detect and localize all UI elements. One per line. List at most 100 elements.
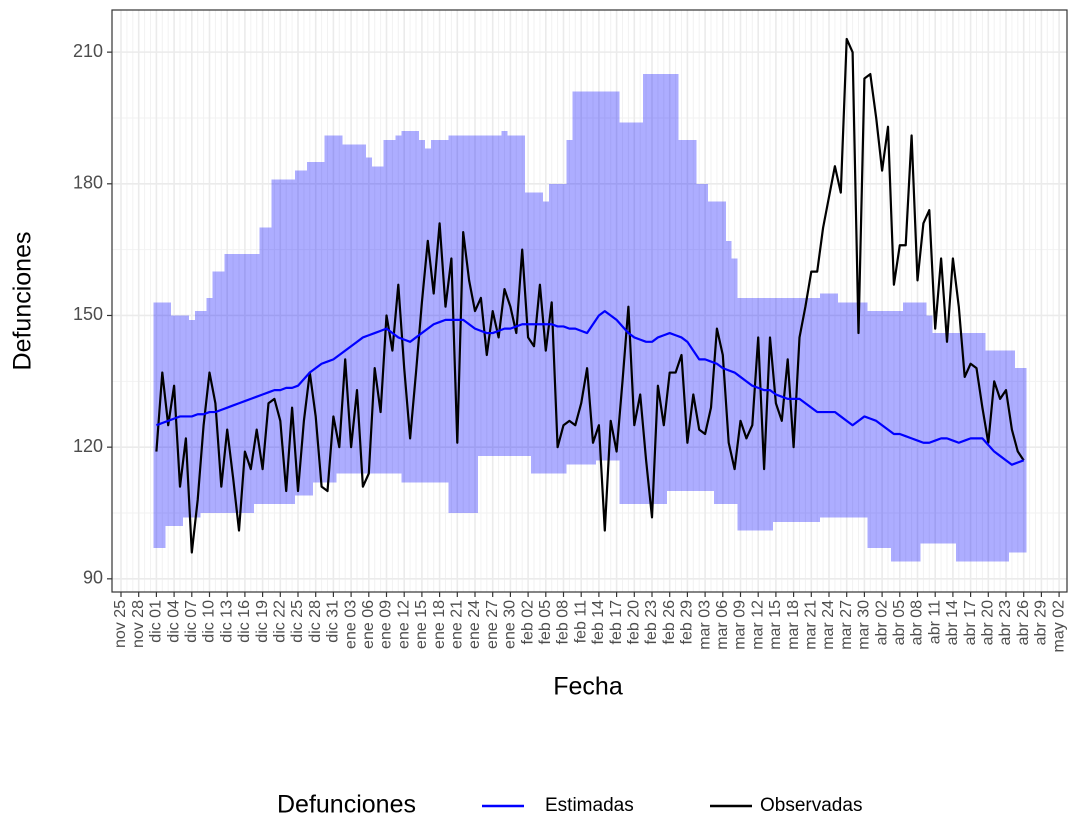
confidence-band <box>383 139 390 474</box>
confidence-band <box>188 319 195 518</box>
confidence-band <box>554 183 561 474</box>
y-tick-label: 120 <box>73 436 103 456</box>
legend-title: Defunciones <box>277 791 416 819</box>
confidence-band <box>212 271 219 513</box>
confidence-band <box>265 227 272 505</box>
x-tick-label: nov 25 <box>112 600 129 648</box>
confidence-band <box>395 135 402 474</box>
confidence-band <box>601 91 608 461</box>
x-tick-label: ene 27 <box>484 600 501 649</box>
series-line <box>155 37 1025 554</box>
x-tick-label: ene 12 <box>395 600 412 649</box>
confidence-band <box>165 302 172 527</box>
confidence-band <box>472 135 478 513</box>
x-tick-label: abr 14 <box>944 600 961 645</box>
confidence-band <box>1008 350 1015 553</box>
confidence-band <box>684 139 691 492</box>
x-tick-label: abr 23 <box>997 600 1014 645</box>
confidence-band <box>531 192 537 474</box>
confidence-band <box>902 302 909 562</box>
x-tick-label: abr 29 <box>1033 600 1050 645</box>
confidence-band <box>867 311 874 549</box>
confidence-band <box>536 192 543 474</box>
x-tick-label: feb 23 <box>643 600 660 645</box>
x-tick-label: ene 24 <box>466 600 483 649</box>
x-tick-label: nov 28 <box>130 600 147 648</box>
grid <box>112 10 1067 592</box>
y-tick-label: 150 <box>73 304 103 324</box>
confidence-band <box>483 135 490 456</box>
confidence-band <box>826 293 832 518</box>
confidence-band <box>967 333 974 562</box>
x-tick-label: mar 21 <box>803 600 820 650</box>
confidence-band <box>991 350 998 562</box>
confidence-band <box>613 91 620 461</box>
confidence-band <box>702 183 709 492</box>
x-tick-label: abr 05 <box>891 600 908 645</box>
confidence-band <box>737 297 744 531</box>
confidence-band <box>578 91 585 465</box>
line-layer <box>155 37 1025 554</box>
x-tick-label: ene 30 <box>502 600 519 649</box>
confidence-band <box>336 135 343 474</box>
confidence-band <box>713 201 720 505</box>
confidence-band <box>218 271 225 513</box>
x-tick-label: dic 25 <box>289 600 306 643</box>
confidence-band <box>171 315 178 527</box>
x-tick-label: mar 15 <box>767 600 784 650</box>
confidence-band <box>607 91 614 461</box>
confidence-band <box>973 333 980 562</box>
confidence-band <box>241 254 248 513</box>
confidence-band <box>637 122 644 505</box>
confidence-band <box>371 166 378 474</box>
confidence-band <box>407 131 414 483</box>
confidence-band <box>300 170 307 496</box>
x-tick-label: dic 22 <box>272 600 289 643</box>
confidence-band <box>590 91 596 465</box>
confidence-band <box>566 139 573 465</box>
confidence-band <box>318 161 325 483</box>
confidence-band <box>755 297 762 531</box>
confidence-band <box>295 170 301 496</box>
x-tick-label: feb 11 <box>572 600 589 643</box>
y-tick-label: 180 <box>73 173 103 193</box>
x-tick-label: feb 14 <box>590 600 607 645</box>
confidence-band <box>153 302 160 549</box>
confidence-band <box>495 135 502 456</box>
confidence-band <box>448 135 455 513</box>
confidence-band <box>696 183 703 492</box>
confidence-band <box>784 297 791 522</box>
confidence-band <box>436 139 443 483</box>
x-tick-label: dic 28 <box>307 600 324 643</box>
confidence-band <box>790 297 797 522</box>
confidence-band <box>259 227 266 505</box>
confidence-band <box>542 201 549 474</box>
confidence-band <box>837 302 844 518</box>
confidence-band <box>879 311 886 549</box>
x-tick-label: ene 18 <box>431 600 448 649</box>
x-tick-label: dic 07 <box>183 600 200 643</box>
y-axis-title: Defunciones <box>9 232 37 371</box>
confidence-band <box>584 91 591 465</box>
y-tick-label: 90 <box>83 568 103 588</box>
confidence-band <box>849 302 856 518</box>
confidence-band <box>159 302 166 549</box>
x-tick-label: dic 19 <box>254 600 271 643</box>
confidence-band <box>389 139 396 474</box>
panel <box>112 10 1067 592</box>
confidence-band <box>808 297 815 522</box>
x-tick-label: ene 06 <box>360 600 377 649</box>
confidence-band <box>230 254 237 513</box>
confidence-band <box>896 311 903 562</box>
confidence-band <box>908 302 915 562</box>
confidence-band <box>796 297 803 522</box>
legend-label: Estimadas <box>545 795 634 816</box>
confidence-band <box>560 183 567 474</box>
confidence-band <box>572 91 579 465</box>
x-tick-label: mar 27 <box>838 600 855 650</box>
confidence-band <box>283 179 290 505</box>
confidence-band <box>772 297 779 522</box>
confidence-band <box>365 157 372 474</box>
confidence-band <box>920 302 927 544</box>
